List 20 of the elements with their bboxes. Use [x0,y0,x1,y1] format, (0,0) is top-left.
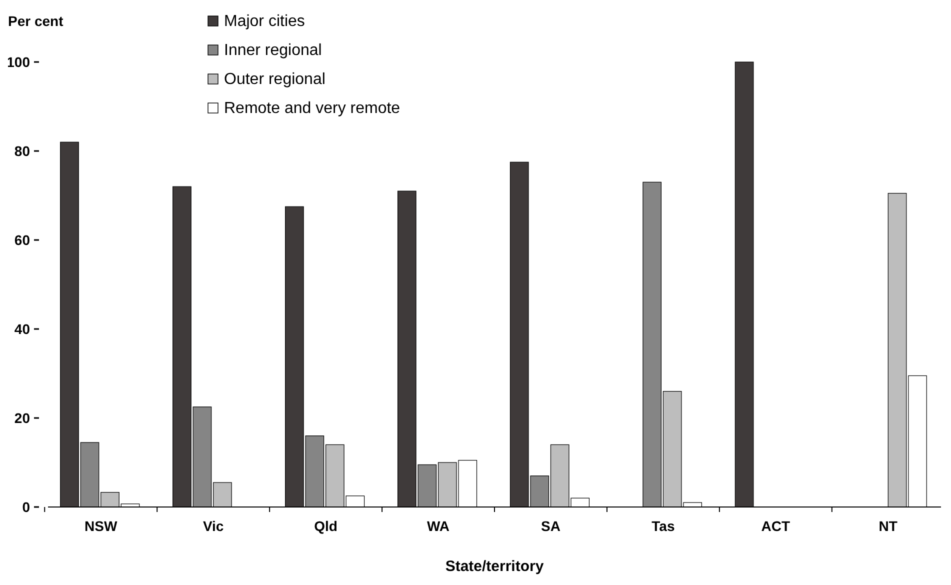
x-tick-label: Tas [652,518,675,534]
y-tick-label: 0 [22,499,30,515]
legend-label: Inner regional [224,42,322,59]
y-tick-label: 20 [14,410,30,426]
x-tick-label: NT [878,518,898,534]
legend-label: Major cities [224,13,305,30]
x-tick-label: NSW [84,518,118,534]
x-axis-title: State/territory [445,558,544,575]
legend-label: Remote and very remote [224,100,400,117]
y-tick-label: 100 [6,54,30,70]
legend-label: Outer regional [224,71,326,88]
y-tick-label: 40 [14,321,30,337]
x-tick-label: WA [426,518,450,534]
x-tick-label: Qld [314,518,338,534]
x-tick-label: ACT [761,518,790,534]
y-tick-label: 60 [14,232,30,248]
y-axis-title: Per cent [8,13,64,29]
x-tick-label: SA [541,518,560,534]
x-tick-label: Vic [202,518,224,534]
y-tick-label: 80 [14,143,30,159]
